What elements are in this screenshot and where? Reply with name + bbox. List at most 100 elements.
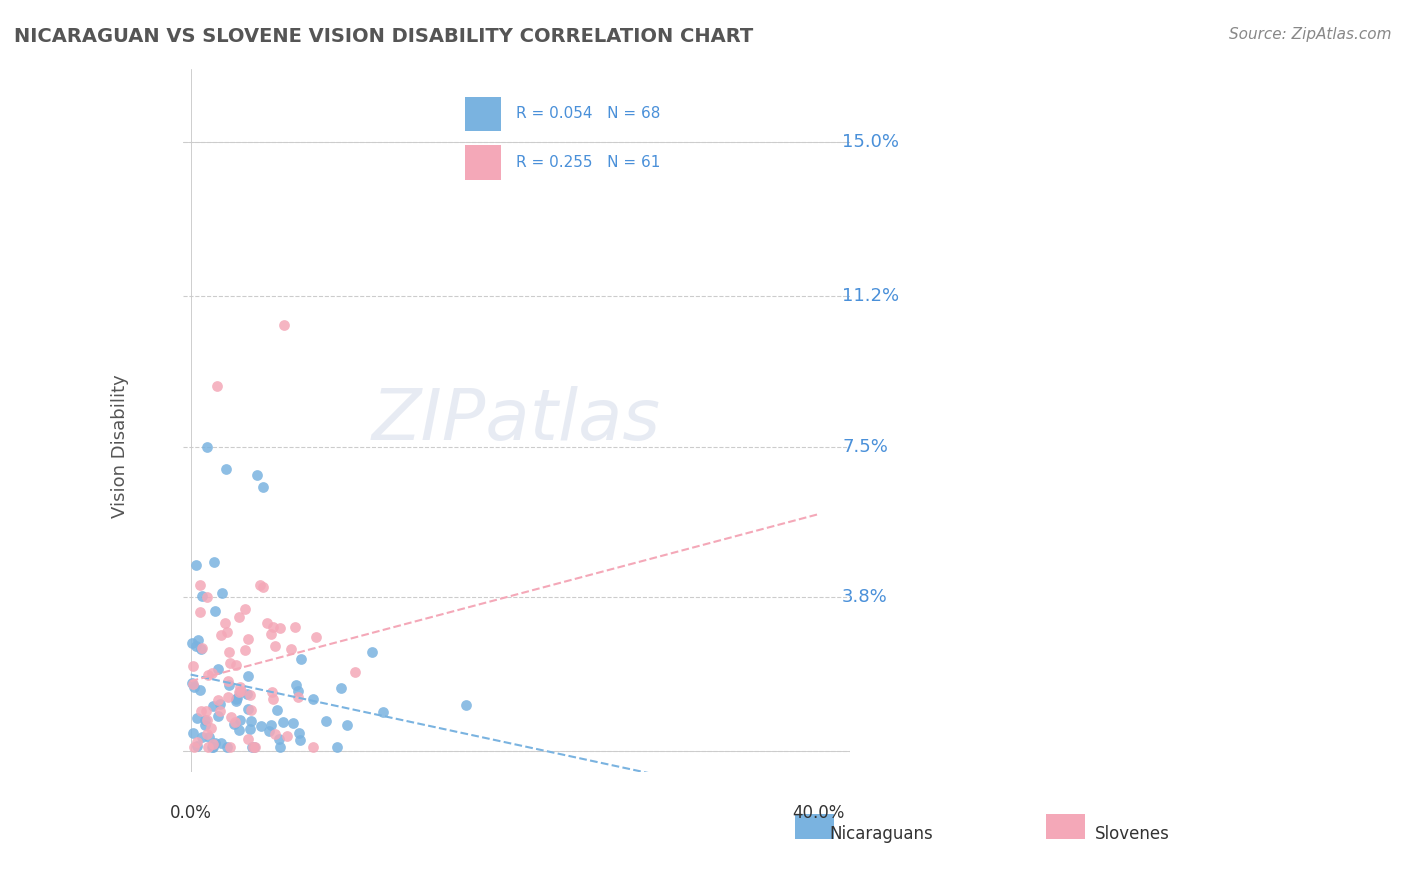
Point <box>228 723 250 738</box>
Point <box>191 590 214 604</box>
Point <box>226 690 249 705</box>
FancyBboxPatch shape <box>794 814 834 838</box>
Point <box>183 740 205 755</box>
Point <box>202 698 225 713</box>
Point <box>305 630 328 644</box>
Point <box>215 462 238 476</box>
Point <box>266 703 288 717</box>
Point <box>181 725 204 739</box>
Text: 3.8%: 3.8% <box>842 588 887 606</box>
Point <box>256 615 278 630</box>
Point <box>207 709 229 723</box>
Point <box>271 714 294 729</box>
Point <box>211 585 233 599</box>
Point <box>218 690 240 704</box>
Text: Vision Disability: Vision Disability <box>111 375 129 518</box>
Point <box>276 729 298 743</box>
Point <box>200 721 222 735</box>
Text: 0.0%: 0.0% <box>170 805 211 822</box>
Point <box>205 378 228 392</box>
Point <box>240 714 263 728</box>
Point <box>259 724 281 739</box>
Point <box>181 676 204 690</box>
Point <box>219 656 242 670</box>
Point <box>269 621 291 635</box>
Point <box>217 739 239 754</box>
FancyBboxPatch shape <box>464 96 501 131</box>
Point <box>326 740 349 755</box>
Point <box>209 736 232 750</box>
Point <box>245 740 267 755</box>
Point <box>235 602 257 616</box>
Text: 11.2%: 11.2% <box>842 287 900 305</box>
Point <box>242 740 264 755</box>
Text: ZIPatlas: ZIPatlas <box>371 385 661 455</box>
Point <box>183 680 205 694</box>
Point <box>236 632 259 647</box>
Point <box>229 680 252 694</box>
Point <box>187 632 209 647</box>
Point <box>186 739 208 754</box>
Point <box>315 714 337 729</box>
Point <box>242 740 264 755</box>
Point <box>197 740 219 755</box>
Point <box>201 737 224 751</box>
Point <box>329 681 352 696</box>
Point <box>219 709 242 723</box>
Point <box>188 683 211 698</box>
Point <box>186 711 208 725</box>
Point <box>287 690 309 704</box>
Text: Nicaraguans: Nicaraguans <box>830 824 934 843</box>
Point <box>361 644 384 658</box>
Point <box>252 480 274 494</box>
Point <box>246 468 269 483</box>
Point <box>225 694 247 708</box>
Point <box>201 665 224 680</box>
Point <box>260 685 283 699</box>
FancyBboxPatch shape <box>1046 814 1085 838</box>
Point <box>229 684 252 698</box>
FancyBboxPatch shape <box>464 145 501 180</box>
Point <box>195 727 218 741</box>
Point <box>181 659 204 673</box>
Point <box>195 440 218 454</box>
Point <box>287 726 309 740</box>
Point <box>207 663 229 677</box>
Point <box>343 665 366 679</box>
Point <box>201 740 224 755</box>
Point <box>219 740 242 755</box>
Point <box>284 678 307 692</box>
Point <box>188 578 211 592</box>
Point <box>201 740 224 755</box>
Text: Slovenes: Slovenes <box>1095 824 1170 843</box>
Point <box>191 640 214 655</box>
Point <box>204 736 226 750</box>
Point <box>233 642 256 657</box>
Point <box>263 727 285 741</box>
Point <box>287 683 309 698</box>
Point <box>280 641 302 656</box>
Point <box>197 667 219 681</box>
Point <box>228 685 250 699</box>
Point <box>214 616 236 631</box>
Point <box>215 625 238 640</box>
Point <box>373 705 395 719</box>
Point <box>283 716 305 731</box>
Point <box>239 688 262 702</box>
Point <box>290 651 312 665</box>
Point <box>239 703 262 717</box>
Point <box>193 718 215 732</box>
Point <box>239 722 262 736</box>
Point <box>249 577 271 591</box>
Point <box>222 716 245 731</box>
Point <box>336 718 359 732</box>
Point <box>284 620 307 634</box>
Point <box>190 705 212 719</box>
Point <box>264 639 287 653</box>
Point <box>262 692 284 706</box>
Point <box>188 605 211 619</box>
Text: 7.5%: 7.5% <box>842 438 889 456</box>
Point <box>456 698 478 712</box>
Point <box>236 668 259 682</box>
Point <box>235 687 257 701</box>
